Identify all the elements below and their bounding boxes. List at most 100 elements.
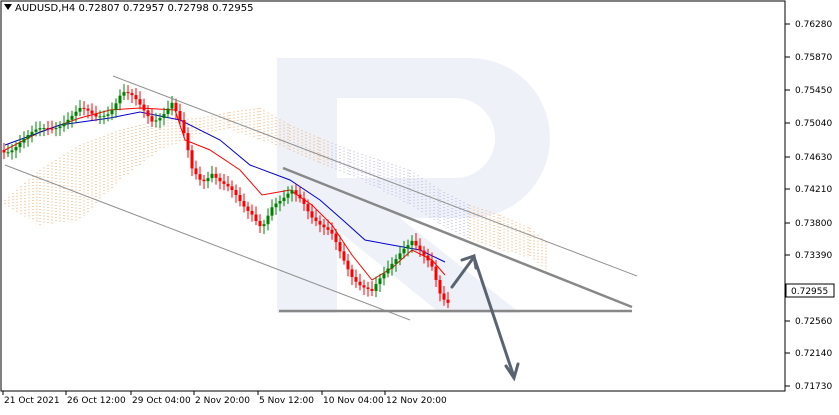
candle-body xyxy=(370,288,374,291)
candle-body xyxy=(254,214,258,221)
price-tick-label: 0.71730 xyxy=(795,382,832,392)
candle-body xyxy=(66,119,70,124)
candle-body xyxy=(158,118,162,121)
candle-body xyxy=(194,168,198,175)
candle-body xyxy=(282,197,286,202)
candle-body xyxy=(362,285,366,288)
candle-body xyxy=(346,260,350,270)
chart-header: AUDUSD,H4 0.72807 0.72957 0.72798 0.7295… xyxy=(4,3,253,14)
time-tick-label: 5 Nov 12:00 xyxy=(259,396,314,406)
candle-body xyxy=(350,269,354,277)
price-axis: 0.76280 0.75870 0.75450 0.75040 0.74630 0.742… xyxy=(785,20,832,392)
candle-body xyxy=(14,147,18,151)
candle-body xyxy=(42,127,46,129)
candle-body xyxy=(418,245,422,251)
candle-body xyxy=(438,279,442,294)
channel-upper-line xyxy=(112,75,638,277)
candle-body xyxy=(410,240,414,246)
candle-body xyxy=(402,248,406,254)
candle-body xyxy=(366,287,370,289)
candle-body xyxy=(94,113,98,117)
candle-body xyxy=(134,95,138,100)
price-tick-label: 0.72140 xyxy=(795,349,832,359)
candle-body xyxy=(274,203,278,208)
candle-body xyxy=(118,95,122,104)
symbol-label: AUDUSD,H4 xyxy=(15,3,76,14)
candle-body xyxy=(166,108,170,114)
candle-body xyxy=(306,203,310,212)
candle-body xyxy=(38,128,42,130)
candle-body xyxy=(386,268,390,274)
forecast-arrow xyxy=(450,253,520,382)
candle-body xyxy=(46,127,50,129)
candle-body xyxy=(330,229,334,234)
candle-body xyxy=(398,253,402,260)
candle-body xyxy=(390,263,394,269)
candle-body xyxy=(262,224,266,227)
candle-body xyxy=(286,193,290,198)
candle-body xyxy=(162,113,166,119)
ichimoku-cloud xyxy=(4,108,547,270)
candle-body xyxy=(142,104,146,111)
candle-body xyxy=(326,227,330,230)
candle-body xyxy=(102,115,106,117)
candle-body xyxy=(258,220,262,227)
candle-body xyxy=(18,142,22,148)
price-tick-label: 0.73390 xyxy=(795,251,832,261)
candle-body xyxy=(198,174,202,180)
candle-body xyxy=(442,293,446,300)
watermark-logo xyxy=(277,58,550,313)
candle-body xyxy=(338,242,342,252)
candle-body xyxy=(130,93,134,96)
time-tick-label: 2 Nov 20:00 xyxy=(195,396,250,406)
candle-body xyxy=(86,108,90,111)
candle-body xyxy=(190,150,194,169)
kijun-line xyxy=(4,111,446,263)
candle-body xyxy=(234,190,238,196)
candle-body xyxy=(238,195,242,202)
candle-body xyxy=(358,281,362,286)
candle-body xyxy=(170,102,174,109)
candle-body xyxy=(318,221,322,225)
candle-body xyxy=(266,215,270,225)
candle-body xyxy=(414,240,418,246)
triangle-upper-line xyxy=(282,166,633,309)
price-tick-label: 0.74210 xyxy=(795,185,832,195)
candle-body xyxy=(90,110,94,114)
candle-body xyxy=(154,120,158,122)
candle-body xyxy=(430,260,434,267)
channel-lower-line xyxy=(4,164,411,321)
candle-body xyxy=(322,224,326,228)
time-tick-label: 26 Oct 12:00 xyxy=(67,396,126,406)
candle-body xyxy=(174,102,178,111)
candle-body xyxy=(82,108,86,110)
candle-body xyxy=(426,255,430,261)
candle-body xyxy=(74,111,78,116)
candle-body xyxy=(106,114,110,116)
time-tick-label: 29 Oct 04:00 xyxy=(132,396,191,406)
candle-body xyxy=(150,116,154,122)
candle-body xyxy=(218,177,222,182)
candle-body xyxy=(202,179,206,182)
candle-body xyxy=(242,201,246,207)
candle-body xyxy=(10,150,14,153)
candle-body xyxy=(434,266,438,280)
candle-body xyxy=(354,276,358,282)
candle-body xyxy=(230,186,234,191)
candle-body xyxy=(122,92,126,96)
candle-body xyxy=(22,138,26,143)
dropdown-triangle-icon[interactable] xyxy=(4,4,12,10)
candle-body xyxy=(422,250,426,256)
candle-body xyxy=(30,131,34,136)
price-tick-label: 0.73800 xyxy=(795,219,832,229)
candle-body xyxy=(278,201,282,204)
candle-body xyxy=(58,126,62,129)
candle-body xyxy=(302,198,306,204)
candle-body xyxy=(50,128,54,130)
candle-body xyxy=(70,115,74,120)
candle-body xyxy=(298,194,302,199)
candle-body xyxy=(2,150,6,153)
price-tick-label: 0.74630 xyxy=(795,153,832,163)
